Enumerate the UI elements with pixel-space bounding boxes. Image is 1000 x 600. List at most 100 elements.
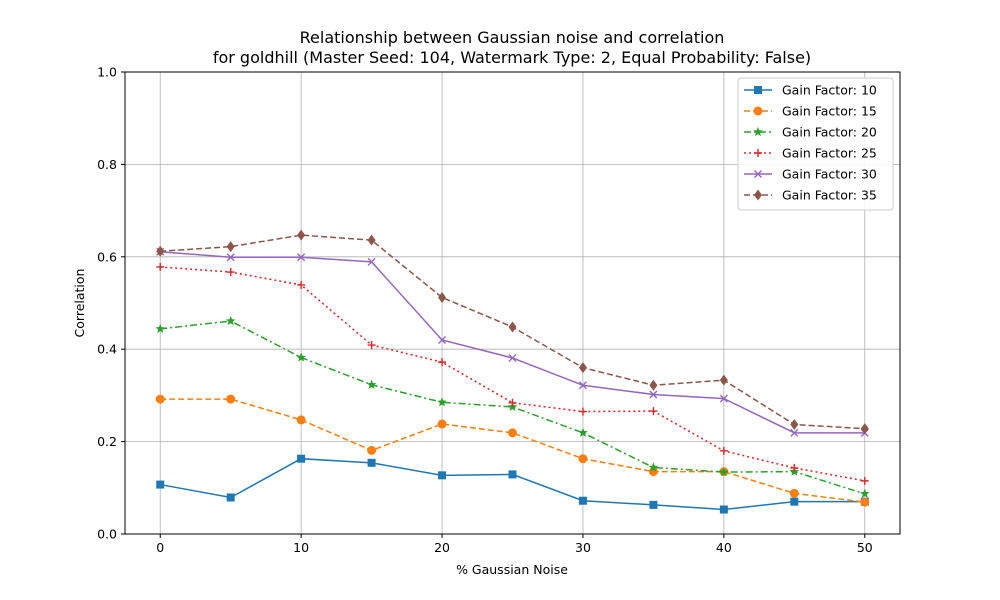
data-point (297, 454, 306, 463)
x-tick-label: 50 (857, 540, 873, 555)
legend-box (737, 77, 894, 211)
legend-marker (754, 149, 762, 157)
series (155, 394, 870, 507)
x-tick-label: 10 (293, 540, 309, 555)
series-line (160, 266, 865, 482)
data-point (648, 462, 659, 472)
legend-label: Gain Factor: 35 (782, 188, 877, 203)
legend-label: Gain Factor: 15 (782, 104, 877, 119)
y-axis-label: Correlation (72, 269, 87, 338)
legend-marker (754, 86, 762, 94)
y-tick-label: 0.4 (97, 342, 117, 357)
data-point (438, 335, 447, 344)
data-point (719, 505, 728, 514)
data-point (297, 280, 306, 289)
data-point (155, 323, 165, 333)
data-point (226, 268, 235, 277)
series-line (160, 398, 865, 503)
data-point (790, 428, 799, 437)
data-point (578, 496, 587, 505)
data-point (508, 470, 517, 479)
legend-marker (754, 189, 762, 201)
data-point (225, 316, 236, 326)
data-point (226, 493, 235, 502)
series (156, 229, 869, 435)
data-point (296, 415, 306, 425)
legend-label: Gain Factor: 10 (782, 83, 877, 98)
data-point (367, 445, 377, 455)
chart-subtitle: for goldhill (Master Seed: 104, Watermar… (213, 48, 811, 67)
data-point (790, 463, 799, 472)
data-point (860, 476, 869, 485)
data-point (508, 398, 517, 407)
data-point (367, 341, 376, 350)
data-point (508, 428, 517, 438)
plot-frame (124, 71, 901, 535)
data-point (437, 397, 447, 407)
legend-item: Gain Factor: 30 (744, 167, 877, 182)
data-point (860, 423, 869, 435)
series-layer (155, 229, 870, 514)
data-point (578, 381, 587, 390)
x-tick-label: 20 (434, 540, 450, 555)
x-tick-label: 0 (156, 540, 164, 555)
data-point (438, 471, 447, 480)
legend-label: Gain Factor: 20 (782, 125, 877, 140)
ticks: 0 10 20 30 40 50 0.0 0.2 0.4 0.6 0.8 1.0 (97, 65, 873, 556)
y-tick-label: 0.6 (97, 249, 117, 264)
data-point (860, 497, 870, 507)
data-point (578, 407, 587, 416)
series-line (160, 457, 865, 511)
legend-marker (754, 170, 762, 178)
data-point (296, 352, 306, 362)
legend-item: Gain Factor: 35 (744, 188, 877, 203)
legend-item: Gain Factor: 25 (744, 146, 877, 161)
data-point (578, 427, 588, 437)
data-point (719, 467, 729, 477)
y-tick-label: 0.8 (97, 157, 117, 172)
legend-item: Gain Factor: 15 (744, 104, 877, 119)
data-point (156, 480, 165, 489)
data-point (649, 500, 658, 509)
data-point (508, 353, 517, 362)
data-point (508, 321, 517, 333)
data-point (156, 262, 165, 271)
data-point (578, 454, 588, 464)
data-point (860, 488, 870, 498)
data-point (226, 241, 235, 253)
data-point (438, 291, 447, 303)
data-point (578, 362, 587, 374)
data-point (297, 229, 306, 241)
legend-label: Gain Factor: 30 (782, 167, 877, 182)
legend: Gain Factor: 10 Gain Factor: 15 Gain Facto… (737, 77, 894, 211)
legend-marker (753, 106, 763, 116)
series (156, 247, 869, 437)
data-point (366, 379, 377, 389)
series-line (160, 320, 865, 495)
data-point (367, 234, 376, 246)
data-point (790, 419, 799, 431)
data-point (297, 253, 306, 262)
data-point (367, 257, 376, 266)
series (156, 262, 869, 485)
data-point (156, 245, 165, 257)
data-point (790, 497, 799, 506)
x-tick-label: 30 (575, 540, 591, 555)
legend-item: Gain Factor: 20 (744, 125, 877, 140)
data-point (719, 394, 728, 403)
data-point (719, 446, 728, 455)
legend-marker (753, 127, 763, 137)
y-tick-label: 0.2 (97, 434, 117, 449)
legend-label: Gain Factor: 25 (782, 146, 877, 161)
x-tick-label: 40 (716, 540, 732, 555)
data-point (649, 379, 658, 391)
data-point (789, 488, 799, 498)
series (155, 316, 870, 498)
legend-item: Gain Factor: 10 (744, 83, 877, 98)
data-point (438, 358, 447, 367)
y-tick-label: 1.0 (97, 65, 117, 80)
x-axis-label: % Gaussian Noise (456, 562, 568, 577)
data-point (649, 390, 658, 399)
data-point (226, 394, 236, 404)
